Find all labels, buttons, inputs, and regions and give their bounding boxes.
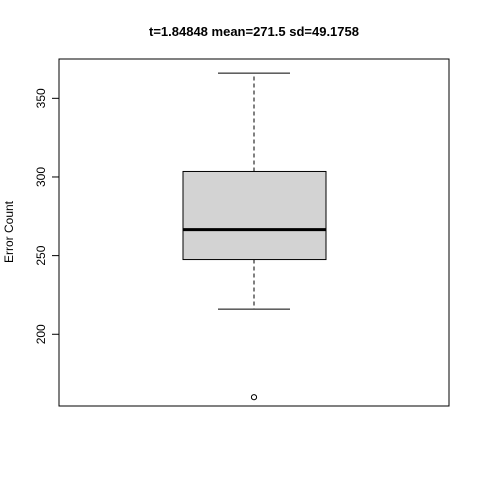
y-axis: 200 250 300 350: [34, 88, 60, 344]
y-axis-label: Error Count: [2, 200, 16, 263]
y-tick-label: 250: [34, 245, 48, 265]
chart-title: t=1.84848 mean=271.5 sd=49.1758: [149, 24, 359, 39]
interquartile-box: [182, 170, 327, 261]
outlier-point: [250, 394, 258, 401]
box-plot: [182, 72, 327, 401]
y-tick-label: 300: [34, 167, 48, 187]
y-tick-label: 350: [34, 88, 48, 108]
y-tick-label: 200: [34, 324, 48, 344]
